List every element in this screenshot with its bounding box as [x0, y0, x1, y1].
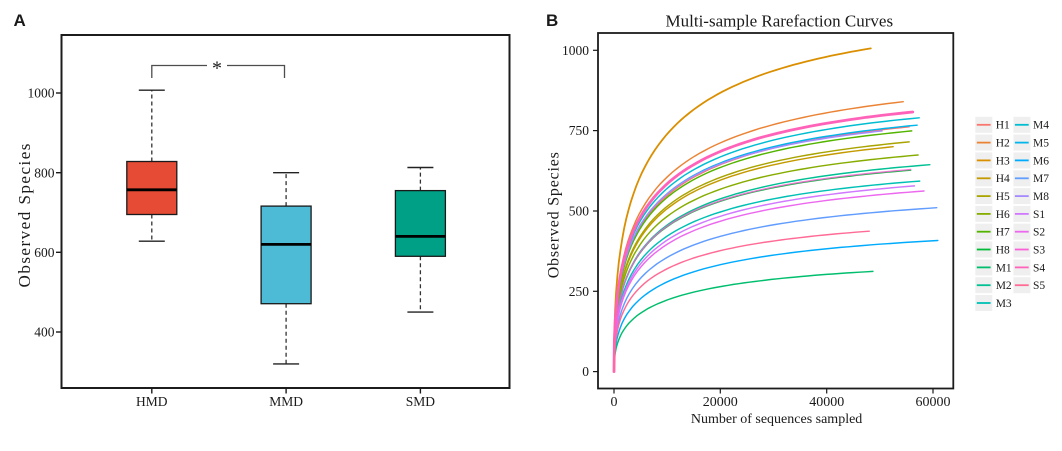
- svg-text:500: 500: [569, 204, 590, 219]
- svg-text:S3: S3: [1033, 244, 1045, 256]
- svg-text:MMD: MMD: [269, 394, 303, 409]
- svg-text:20000: 20000: [703, 395, 738, 410]
- svg-text:0: 0: [582, 364, 589, 379]
- svg-text:*: *: [212, 58, 222, 80]
- svg-text:M1: M1: [996, 262, 1012, 274]
- svg-text:SMD: SMD: [406, 394, 436, 409]
- svg-text:400: 400: [34, 325, 55, 340]
- svg-text:800: 800: [34, 165, 55, 180]
- svg-text:B: B: [546, 11, 558, 30]
- svg-text:M6: M6: [1033, 155, 1049, 167]
- svg-text:1000: 1000: [562, 43, 589, 58]
- svg-text:M5: M5: [1033, 138, 1049, 150]
- svg-text:600: 600: [34, 245, 55, 260]
- svg-text:250: 250: [569, 284, 590, 299]
- svg-text:H2: H2: [996, 138, 1010, 150]
- svg-text:1000: 1000: [28, 86, 55, 101]
- svg-text:H7: H7: [996, 227, 1010, 239]
- svg-text:S1: S1: [1033, 209, 1045, 221]
- svg-text:HMD: HMD: [136, 394, 168, 409]
- svg-text:750: 750: [569, 123, 590, 138]
- svg-text:Observed Species: Observed Species: [15, 142, 34, 287]
- svg-text:Number of sequences sampled: Number of sequences sampled: [691, 412, 862, 427]
- svg-text:H6: H6: [996, 209, 1010, 221]
- svg-text:H5: H5: [996, 191, 1010, 203]
- svg-text:M4: M4: [1033, 120, 1049, 132]
- svg-text:40000: 40000: [809, 395, 844, 410]
- svg-text:H4: H4: [996, 173, 1010, 185]
- svg-text:A: A: [14, 11, 26, 30]
- svg-text:0: 0: [611, 395, 618, 410]
- svg-text:60000: 60000: [916, 395, 951, 410]
- svg-text:S5: S5: [1033, 280, 1045, 292]
- svg-text:Observed Species: Observed Species: [546, 151, 563, 278]
- svg-text:H8: H8: [996, 244, 1010, 256]
- svg-text:Multi-sample Rarefaction Curve: Multi-sample Rarefaction Curves: [666, 11, 894, 30]
- svg-text:M7: M7: [1033, 173, 1049, 185]
- svg-text:M3: M3: [996, 298, 1012, 310]
- svg-text:S2: S2: [1033, 227, 1045, 239]
- svg-text:M8: M8: [1033, 191, 1049, 203]
- svg-text:M2: M2: [996, 280, 1012, 292]
- svg-text:S4: S4: [1033, 262, 1045, 274]
- svg-text:H1: H1: [996, 120, 1010, 132]
- svg-text:H3: H3: [996, 155, 1010, 167]
